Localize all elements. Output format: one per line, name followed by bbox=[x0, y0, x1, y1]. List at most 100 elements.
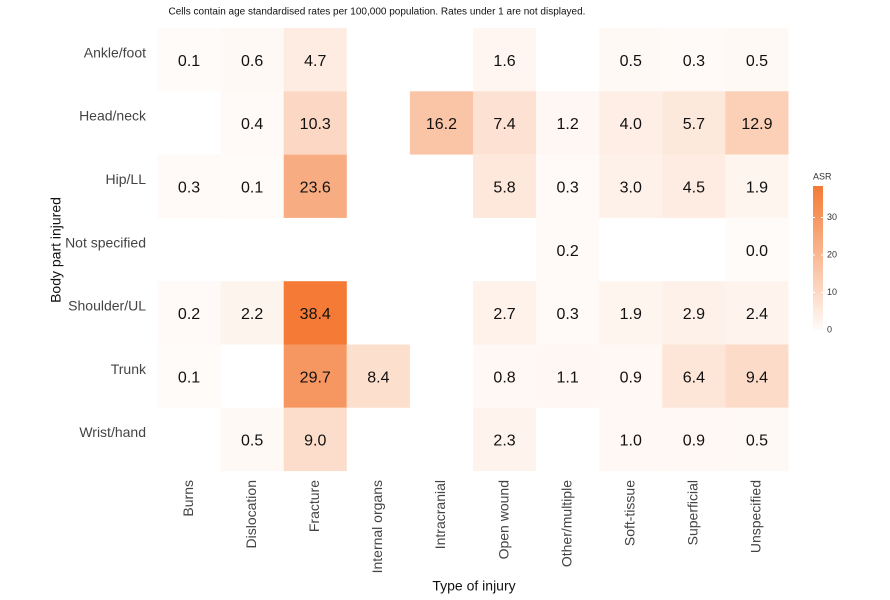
cell-label: 2.4 bbox=[746, 306, 768, 323]
heat-cell bbox=[599, 154, 663, 218]
heat-cell bbox=[725, 281, 789, 345]
heat-cell bbox=[473, 344, 537, 408]
heat-cell bbox=[662, 154, 726, 218]
x-axis-title: Type of injury bbox=[432, 578, 515, 594]
cell-label: 0.5 bbox=[620, 53, 642, 70]
heat-cell bbox=[283, 91, 347, 155]
cell-label: 4.0 bbox=[620, 116, 642, 133]
cell-label: 4.5 bbox=[683, 179, 705, 196]
cell-label: 9.4 bbox=[746, 369, 768, 386]
x-tick-label: Dislocation bbox=[243, 480, 259, 548]
cell-label: 0.9 bbox=[683, 433, 705, 450]
y-tick-label: Wrist/hand bbox=[79, 424, 146, 440]
heat-cell bbox=[536, 344, 600, 408]
heat-cell bbox=[283, 281, 347, 345]
heat-cell bbox=[157, 281, 221, 345]
heat-cell bbox=[536, 91, 600, 155]
cell-label: 38.4 bbox=[300, 306, 331, 323]
heat-cell bbox=[473, 407, 537, 472]
heat-cell bbox=[725, 28, 789, 92]
cell-label: 0.2 bbox=[178, 306, 200, 323]
colorbar-tick-label: 20 bbox=[827, 249, 837, 259]
heat-cell bbox=[157, 344, 221, 408]
heat-cell bbox=[536, 281, 600, 345]
cell-label: 0.1 bbox=[178, 53, 200, 70]
cell-label: 23.6 bbox=[300, 179, 331, 196]
x-tick-label: Unspecified bbox=[748, 480, 764, 553]
cell-label: 0.3 bbox=[178, 179, 200, 196]
cell-label: 0.3 bbox=[683, 53, 705, 70]
cell-label: 0.0 bbox=[746, 243, 768, 260]
heat-cell bbox=[662, 407, 726, 472]
heat-cell bbox=[536, 154, 600, 218]
x-tick-label: Internal organs bbox=[369, 480, 385, 573]
x-tick-label: Superficial bbox=[685, 480, 701, 545]
heat-cell bbox=[662, 281, 726, 345]
x-tick-label: Open wound bbox=[495, 480, 511, 559]
cell-label: 2.3 bbox=[493, 433, 515, 450]
colorbar bbox=[813, 186, 823, 330]
y-tick-label: Head/neck bbox=[79, 108, 147, 124]
cell-label: 1.2 bbox=[557, 116, 579, 133]
heat-cell bbox=[599, 344, 663, 408]
cell-label: 5.8 bbox=[493, 179, 515, 196]
heat-cell bbox=[725, 217, 789, 282]
cell-label: 10.3 bbox=[300, 116, 331, 133]
heat-cell bbox=[473, 28, 537, 92]
heat-cell bbox=[473, 281, 537, 345]
heat-cell bbox=[725, 407, 789, 472]
cell-label: 29.7 bbox=[300, 369, 331, 386]
cell-label: 8.4 bbox=[367, 369, 389, 386]
heat-cell bbox=[662, 28, 726, 92]
x-tick-label: Other/multiple bbox=[558, 480, 574, 567]
y-axis-title: Body part injured bbox=[48, 197, 64, 303]
heat-cell bbox=[599, 28, 663, 92]
cell-label: 2.9 bbox=[683, 306, 705, 323]
heat-cell bbox=[662, 344, 726, 408]
cell-label: 9.0 bbox=[304, 433, 326, 450]
cell-label: 0.2 bbox=[557, 243, 579, 260]
cell-label: 0.5 bbox=[241, 433, 263, 450]
cell-label: 1.1 bbox=[557, 369, 579, 386]
cell-label: 0.5 bbox=[746, 433, 768, 450]
heat-cell bbox=[283, 407, 347, 472]
heat-cell bbox=[725, 154, 789, 218]
y-tick-label: Hip/LL bbox=[106, 171, 147, 187]
chart-title: Cells contain age standardised rates per… bbox=[169, 7, 586, 18]
cell-label: 3.0 bbox=[620, 179, 642, 196]
heat-cell bbox=[409, 91, 473, 155]
y-tick-label: Trunk bbox=[111, 361, 147, 377]
heat-cell bbox=[473, 91, 537, 155]
cell-label: 2.7 bbox=[493, 306, 515, 323]
heat-cell bbox=[536, 217, 600, 282]
x-tick-label: Soft-tissue bbox=[621, 480, 637, 546]
cell-label: 1.9 bbox=[746, 179, 768, 196]
y-tick-label: Shoulder/UL bbox=[68, 298, 146, 314]
cell-label: 0.9 bbox=[620, 369, 642, 386]
cell-label: 1.6 bbox=[493, 53, 515, 70]
cell-label: 0.1 bbox=[178, 369, 200, 386]
x-tick-label: Burns bbox=[180, 480, 196, 517]
cell-label: 0.8 bbox=[493, 369, 515, 386]
legend-title: ASR bbox=[813, 171, 832, 181]
cell-label: 0.5 bbox=[746, 53, 768, 70]
cell-label: 0.1 bbox=[241, 179, 263, 196]
heat-cell bbox=[283, 154, 347, 218]
cell-label: 0.6 bbox=[241, 53, 263, 70]
heat-cell bbox=[599, 91, 663, 155]
cell-label: 2.2 bbox=[241, 306, 263, 323]
cell-label: 0.3 bbox=[557, 179, 579, 196]
heat-cell bbox=[662, 91, 726, 155]
cell-label: 0.4 bbox=[241, 116, 263, 133]
heat-cell bbox=[283, 344, 347, 408]
heat-cell bbox=[725, 344, 789, 408]
cell-label: 6.4 bbox=[683, 369, 705, 386]
heat-cell bbox=[157, 28, 221, 92]
y-tick-label: Ankle/foot bbox=[84, 44, 146, 60]
heat-cell bbox=[599, 407, 663, 472]
y-tick-label: Not specified bbox=[65, 234, 146, 250]
heat-cell bbox=[220, 281, 284, 345]
heat-cell bbox=[725, 91, 789, 155]
colorbar-tick-label: 10 bbox=[827, 287, 837, 297]
